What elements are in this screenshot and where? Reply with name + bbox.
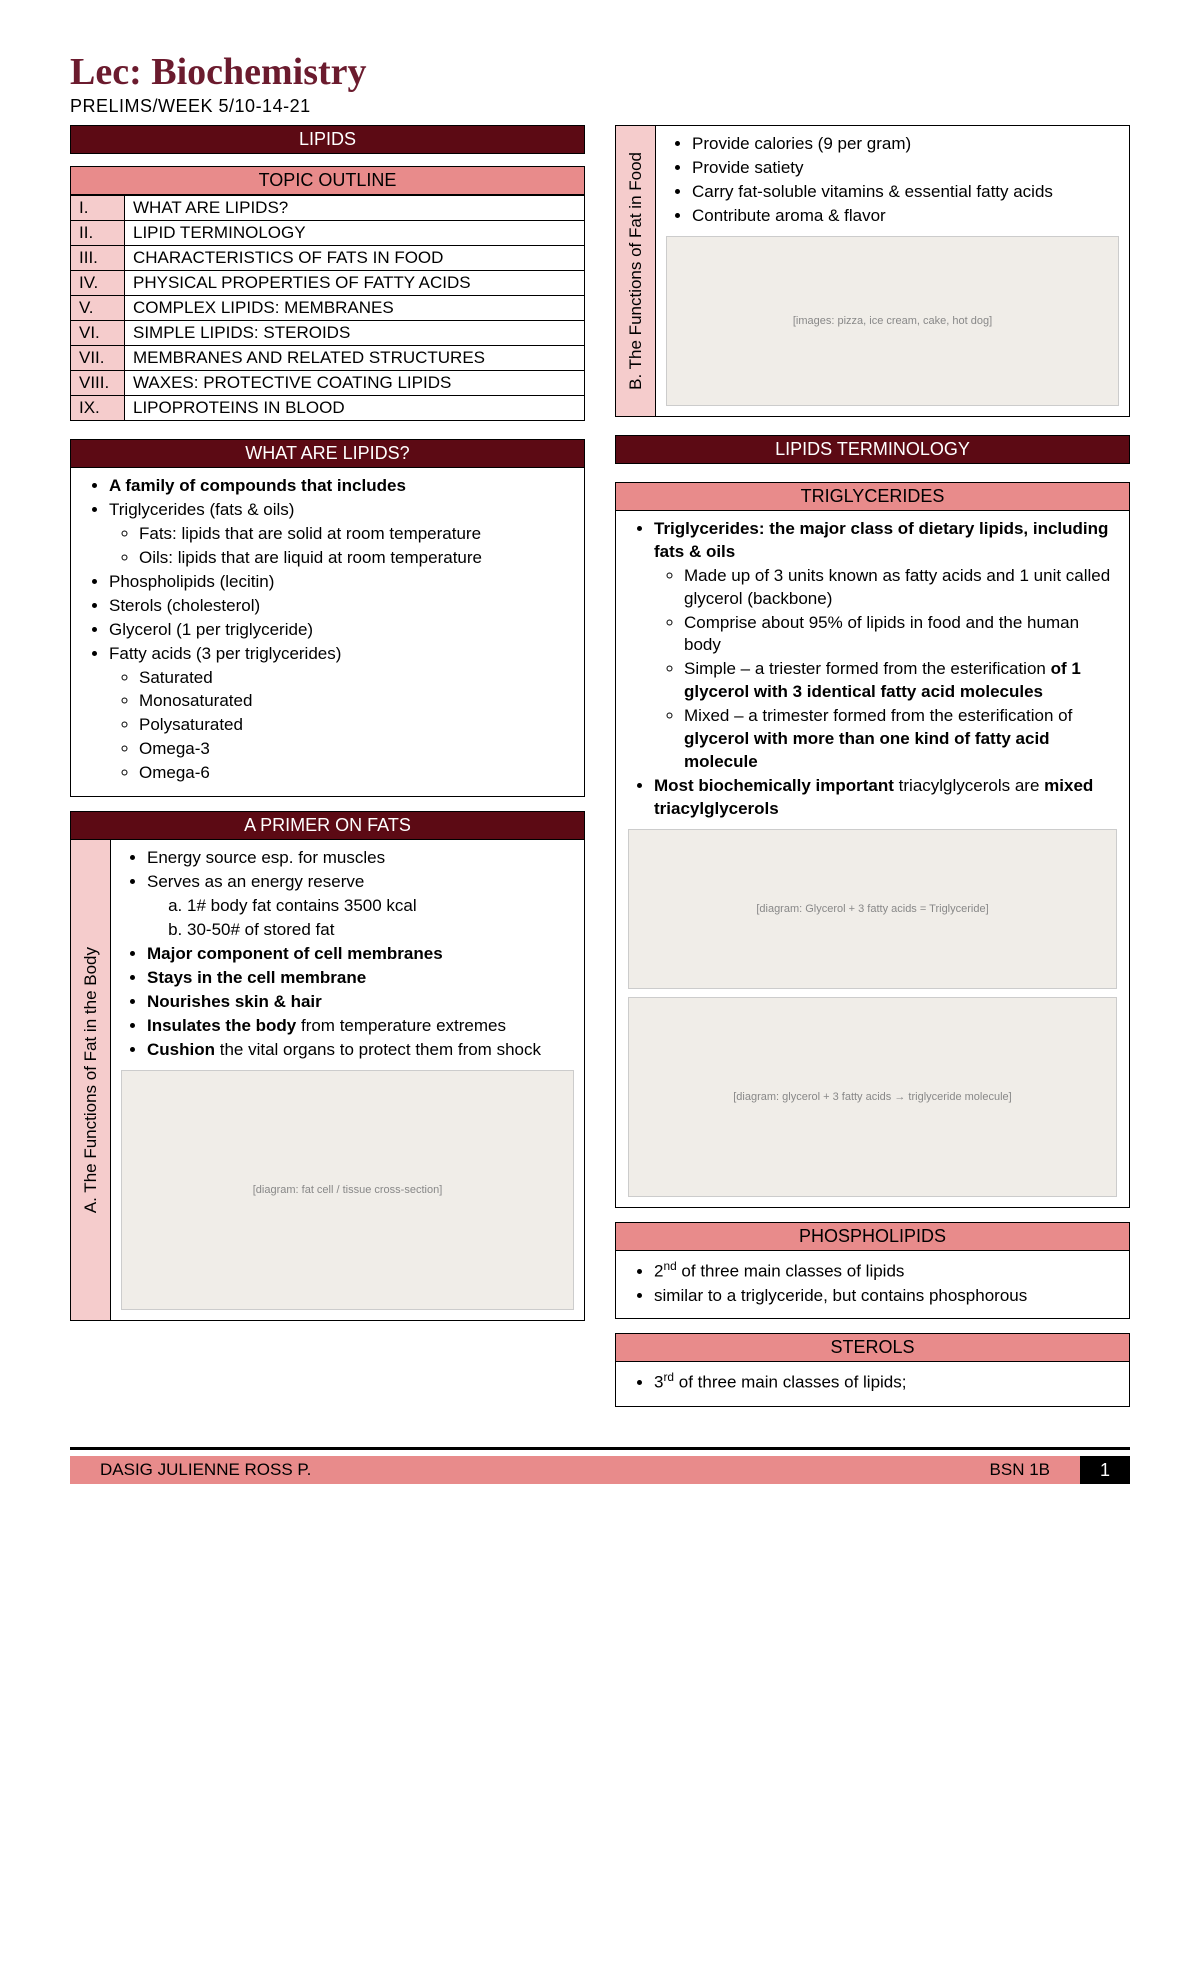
- fat-cell-diagram: [diagram: fat cell / tissue cross-sectio…: [121, 1070, 574, 1310]
- page-number: 1: [1080, 1456, 1130, 1484]
- triglycerides-content: Triglycerides: the major class of dietar…: [615, 511, 1130, 1208]
- what-content: A family of compounds that includes Trig…: [70, 468, 585, 797]
- list-item: Comprise about 95% of lipids in food and…: [684, 612, 1117, 658]
- primer-section-a: A. The Functions of Fat in the Body Ener…: [70, 840, 585, 1320]
- food-images: [images: pizza, ice cream, cake, hot dog…: [666, 236, 1119, 406]
- list-item: Cushion the vital organs to protect them…: [147, 1039, 574, 1062]
- list-item: Stays in the cell membrane: [147, 967, 574, 990]
- sterols-header: STEROLS: [615, 1333, 1130, 1362]
- list-item: Saturated: [139, 667, 572, 690]
- list-item: Omega-3: [139, 738, 572, 761]
- list-item: Insulates the body from temperature extr…: [147, 1015, 574, 1038]
- page-footer: DASIG JULIENNE ROSS P. BSN 1B 1: [70, 1447, 1130, 1484]
- list-item: Oils: lipids that are liquid at room tem…: [139, 547, 572, 570]
- right-column: B. The Functions of Fat in Food Provide …: [615, 125, 1130, 1407]
- side-label-a: A. The Functions of Fat in the Body: [70, 840, 110, 1320]
- list-item: Triglycerides (fats & oils) Fats: lipids…: [109, 499, 572, 570]
- page-subtitle: PRELIMS/WEEK 5/10-14-21: [70, 96, 1130, 117]
- outline-table: I.WHAT ARE LIPIDS? II.LIPID TERMINOLOGY …: [70, 195, 585, 421]
- list-item: 1# body fat contains 3500 kcal: [187, 895, 574, 918]
- triglycerides-header: TRIGLYCERIDES: [615, 482, 1130, 511]
- list-item: Sterols (cholesterol): [109, 595, 572, 618]
- list-item: A family of compounds that includes: [109, 475, 572, 498]
- list-item: Polysaturated: [139, 714, 572, 737]
- sterols-content: 3rd of three main classes of lipids;: [615, 1362, 1130, 1407]
- list-item: Provide calories (9 per gram): [692, 133, 1119, 156]
- list-item: 2nd of three main classes of lipids: [654, 1258, 1117, 1284]
- list-item: Simple – a triester formed from the este…: [684, 658, 1117, 704]
- triglyceride-diagram-1: [diagram: Glycerol + 3 fatty acids = Tri…: [628, 829, 1117, 989]
- list-item: Provide satiety: [692, 157, 1119, 180]
- list-item: Most biochemically important triacylglyc…: [654, 775, 1117, 821]
- list-item: Monosaturated: [139, 690, 572, 713]
- list-item: Made up of 3 units known as fatty acids …: [684, 565, 1117, 611]
- list-item: Mixed – a trimester formed from the este…: [684, 705, 1117, 774]
- list-item: Phospholipids (lecitin): [109, 571, 572, 594]
- left-column: LIPIDS TOPIC OUTLINE I.WHAT ARE LIPIDS? …: [70, 125, 585, 1407]
- list-item: Carry fat-soluble vitamins & essential f…: [692, 181, 1119, 204]
- terminology-header: LIPIDS TERMINOLOGY: [615, 435, 1130, 464]
- list-item: Serves as an energy reserve 1# body fat …: [147, 871, 574, 942]
- list-item: 30-50# of stored fat: [187, 919, 574, 942]
- list-item: Omega-6: [139, 762, 572, 785]
- lipids-header: LIPIDS: [70, 125, 585, 154]
- list-item: Fats: lipids that are solid at room temp…: [139, 523, 572, 546]
- footer-section: BSN 1B: [990, 1460, 1050, 1480]
- list-item: Triglycerides: the major class of dietar…: [654, 518, 1117, 774]
- side-label-b: B. The Functions of Fat in Food: [615, 126, 655, 417]
- what-header: WHAT ARE LIPIDS?: [70, 439, 585, 468]
- list-item: Major component of cell membranes: [147, 943, 574, 966]
- page-title: Lec: Biochemistry: [70, 50, 1130, 94]
- primer-header: A PRIMER ON FATS: [70, 811, 585, 840]
- triglyceride-diagram-2: [diagram: glycerol + 3 fatty acids → tri…: [628, 997, 1117, 1197]
- phospholipids-content: 2nd of three main classes of lipids simi…: [615, 1251, 1130, 1320]
- list-item: Fatty acids (3 per triglycerides) Satura…: [109, 643, 572, 786]
- list-item: 3rd of three main classes of lipids;: [654, 1369, 1117, 1395]
- list-item: similar to a triglyceride, but contains …: [654, 1285, 1117, 1308]
- list-item: Glycerol (1 per triglyceride): [109, 619, 572, 642]
- outline-header: TOPIC OUTLINE: [70, 166, 585, 195]
- list-item: Nourishes skin & hair: [147, 991, 574, 1014]
- list-item: Contribute aroma & flavor: [692, 205, 1119, 228]
- phospholipids-header: PHOSPHOLIPIDS: [615, 1222, 1130, 1251]
- primer-section-b: B. The Functions of Fat in Food Provide …: [615, 125, 1130, 417]
- list-item: Energy source esp. for muscles: [147, 847, 574, 870]
- footer-name: DASIG JULIENNE ROSS P.: [100, 1460, 311, 1480]
